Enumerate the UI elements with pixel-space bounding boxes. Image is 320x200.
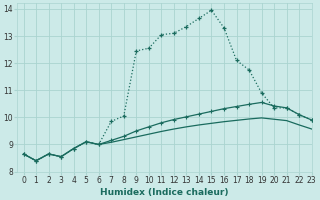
X-axis label: Humidex (Indice chaleur): Humidex (Indice chaleur): [100, 188, 229, 197]
